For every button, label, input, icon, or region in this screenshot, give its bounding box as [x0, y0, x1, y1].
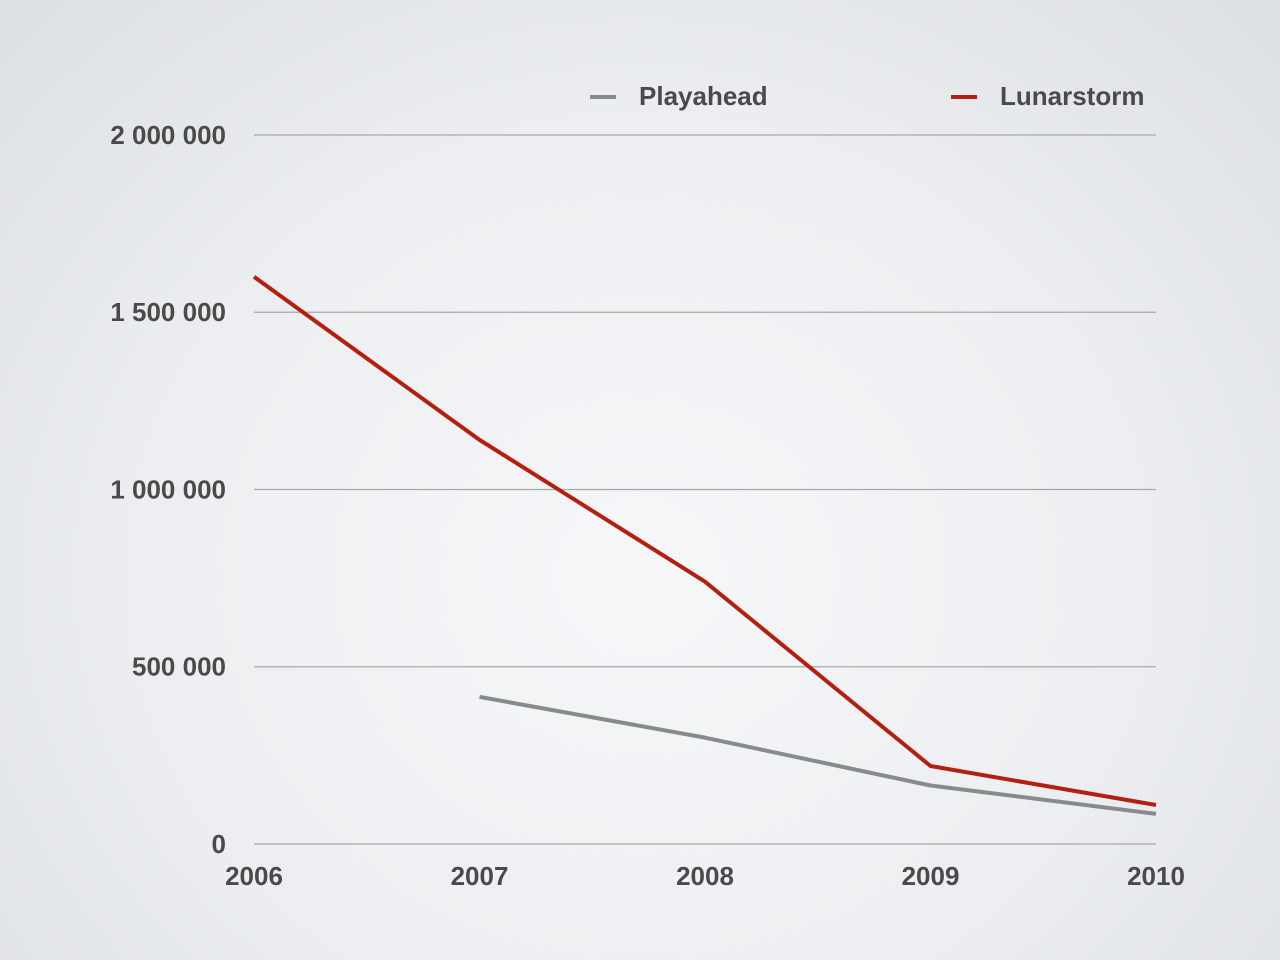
y-tick-label: 1 000 000 — [110, 474, 226, 504]
y-tick-label: 2 000 000 — [110, 120, 226, 150]
x-tick-label: 2006 — [225, 861, 283, 891]
x-tick-label: 2009 — [902, 861, 960, 891]
line-series — [252, 275, 1157, 807]
y-tick-label: 500 000 — [132, 652, 226, 682]
legend-label: Playahead — [639, 81, 768, 111]
x-tick-label: 2007 — [451, 861, 509, 891]
y-tick-label: 0 — [212, 829, 226, 859]
legend-label: Lunarstorm — [1000, 81, 1144, 111]
x-tick-label: 2010 — [1127, 861, 1185, 891]
line-series — [479, 694, 1157, 816]
y-tick-label: 1 500 000 — [110, 297, 226, 327]
x-tick-label: 2008 — [676, 861, 734, 891]
